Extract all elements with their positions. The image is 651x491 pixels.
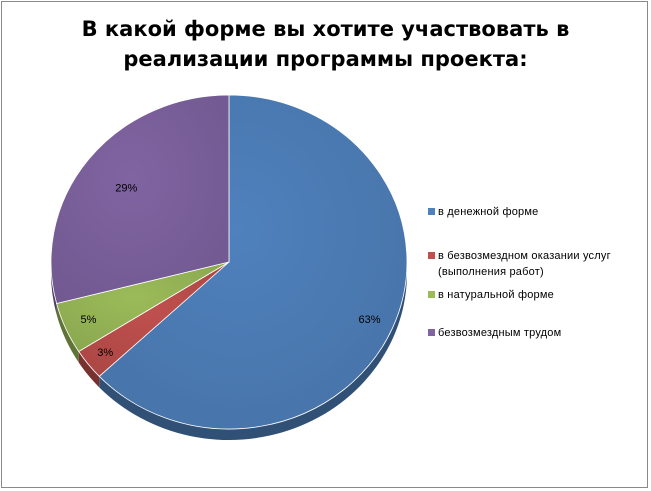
pie-slice-1 <box>98 94 408 430</box>
chart-title: В какой форме вы хотите участвовать в ре… <box>0 14 651 74</box>
pie-slice-side-2 <box>78 351 100 388</box>
chart-title-line-2: реализации программы проекта: <box>123 47 528 71</box>
data-label-1: 63% <box>358 314 380 326</box>
legend-swatch <box>428 252 435 259</box>
data-label-4: 29% <box>115 182 137 194</box>
legend-swatch <box>428 291 435 298</box>
pie-slice-side-4 <box>51 262 57 315</box>
pie-slice-4 <box>50 94 230 305</box>
legend-label: в денежной форме <box>438 206 539 218</box>
legend-swatch <box>428 208 435 215</box>
legend-label: безвозмездным трудом <box>438 327 562 339</box>
data-label-2: 3% <box>97 347 113 359</box>
data-label-3: 5% <box>81 314 97 326</box>
legend-swatch <box>428 329 435 336</box>
legend-label: в безвозмездном оказании услуг (выполнен… <box>438 250 611 278</box>
legend-label: в натуральной форме <box>438 289 554 301</box>
chart-title-line-1: В какой форме вы хотите участвовать в <box>81 17 570 41</box>
